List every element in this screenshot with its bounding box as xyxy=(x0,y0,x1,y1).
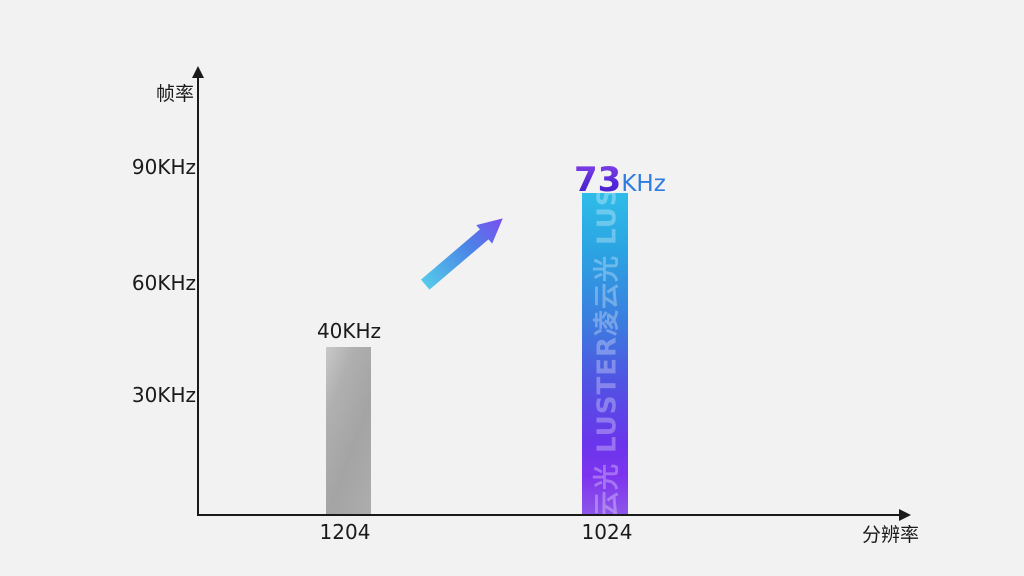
x-axis-title: 分辨率 xyxy=(862,524,920,546)
y-axis-arrowhead-icon xyxy=(192,66,204,78)
category-label-1024: 1024 xyxy=(581,520,633,544)
y-axis-line xyxy=(197,76,199,516)
y-axis-title: 帧率 xyxy=(156,83,195,105)
y-tick-30khz: 30KHz xyxy=(131,383,196,407)
y-tick-60khz: 60KHz xyxy=(131,271,196,295)
y-tick-90khz: 90KHz xyxy=(131,155,196,179)
bar-1024: LUSTER凌云光 LUSTER凌云光 LUSTER凌云光 xyxy=(582,193,628,514)
watermark-text: LUSTER凌云光 LUSTER凌云光 LUSTER凌云光 xyxy=(592,193,623,514)
category-label-1204: 1204 xyxy=(319,520,371,544)
bar-1024-value-unit: KHz xyxy=(621,171,666,197)
x-axis-arrowhead-icon xyxy=(899,509,911,521)
bar-1204 xyxy=(326,347,371,514)
growth-arrow-icon xyxy=(420,218,503,290)
bar-1204-value-label: 40KHz xyxy=(316,319,382,343)
x-axis-line xyxy=(197,514,901,516)
